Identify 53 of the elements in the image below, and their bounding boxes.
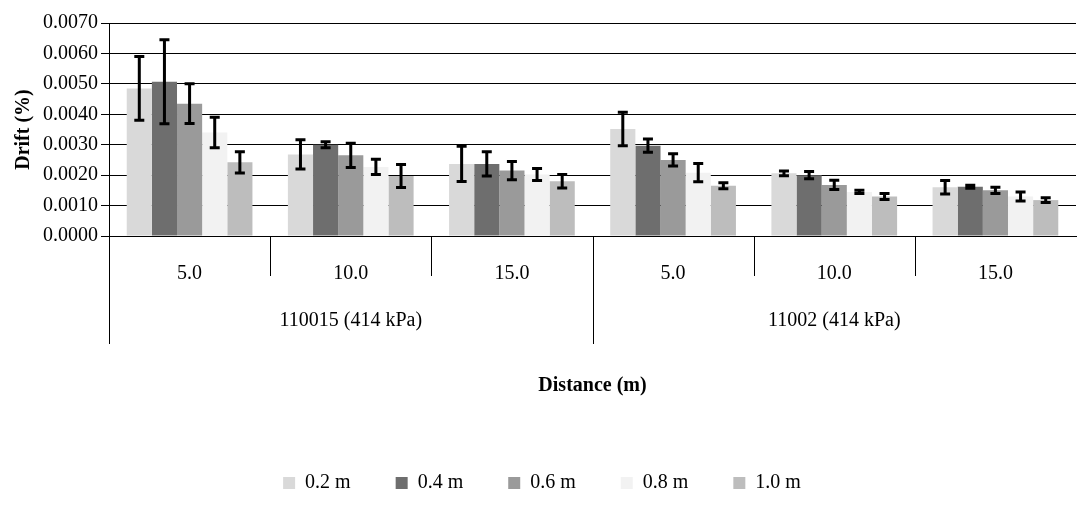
bar [685, 172, 711, 236]
bar [363, 166, 389, 236]
y-tick-label: 0.0030 [43, 131, 98, 154]
y-tick-label: 0.0020 [43, 162, 98, 185]
bar [846, 191, 872, 236]
x-tick-label: 5.0 [660, 261, 686, 284]
bar [821, 184, 847, 236]
bar [202, 132, 228, 236]
bar [982, 190, 1008, 236]
bar [449, 163, 475, 236]
bar [313, 144, 339, 236]
y-tick-label: 0.0060 [43, 40, 98, 63]
x-tick-label: 5.0 [177, 261, 203, 284]
bar [177, 103, 203, 236]
bar [660, 159, 686, 236]
bar [1033, 200, 1059, 236]
x-tick-label: 10.0 [333, 261, 369, 284]
bar [287, 154, 314, 236]
bar [227, 162, 253, 236]
bar [610, 128, 636, 236]
bar [338, 155, 364, 236]
x-tick-label: 15.0 [494, 261, 530, 284]
bar [635, 145, 661, 236]
legend-label: 1.0 m [755, 470, 802, 493]
text: 110015 (414 kPa) [279, 308, 423, 332]
text: 11002 (414 kPa) [767, 308, 901, 332]
bar [499, 170, 525, 236]
legend-label: 0.2 m [305, 470, 352, 493]
bar [474, 163, 500, 236]
legend-label: 0.8 m [642, 470, 689, 493]
legend-label: 0.4 m [417, 470, 464, 493]
bar [932, 187, 958, 236]
bar [151, 81, 178, 236]
bar [388, 176, 414, 236]
y-tick-label: 0.0040 [43, 101, 98, 124]
x-axis-title: Distance (m) [538, 373, 647, 397]
y-axis-title: Drift (%) [11, 89, 35, 170]
legend-label: 0.6 m [530, 470, 577, 493]
y-tick-label: 0.0050 [43, 71, 98, 94]
bar [1007, 196, 1034, 236]
bar [524, 174, 550, 236]
y-tick-label: 0.0010 [43, 192, 98, 215]
y-tick-label: 0.0000 [43, 223, 98, 246]
bar [549, 181, 575, 236]
bar [771, 173, 797, 236]
x-tick-label: 10.0 [816, 261, 852, 284]
x-tick-label: 15.0 [977, 261, 1013, 284]
y-tick-label: 0.0070 [43, 10, 98, 33]
bar [796, 175, 822, 236]
bar [871, 196, 898, 236]
bar [126, 88, 152, 236]
bar [710, 185, 736, 236]
bar [957, 186, 983, 236]
